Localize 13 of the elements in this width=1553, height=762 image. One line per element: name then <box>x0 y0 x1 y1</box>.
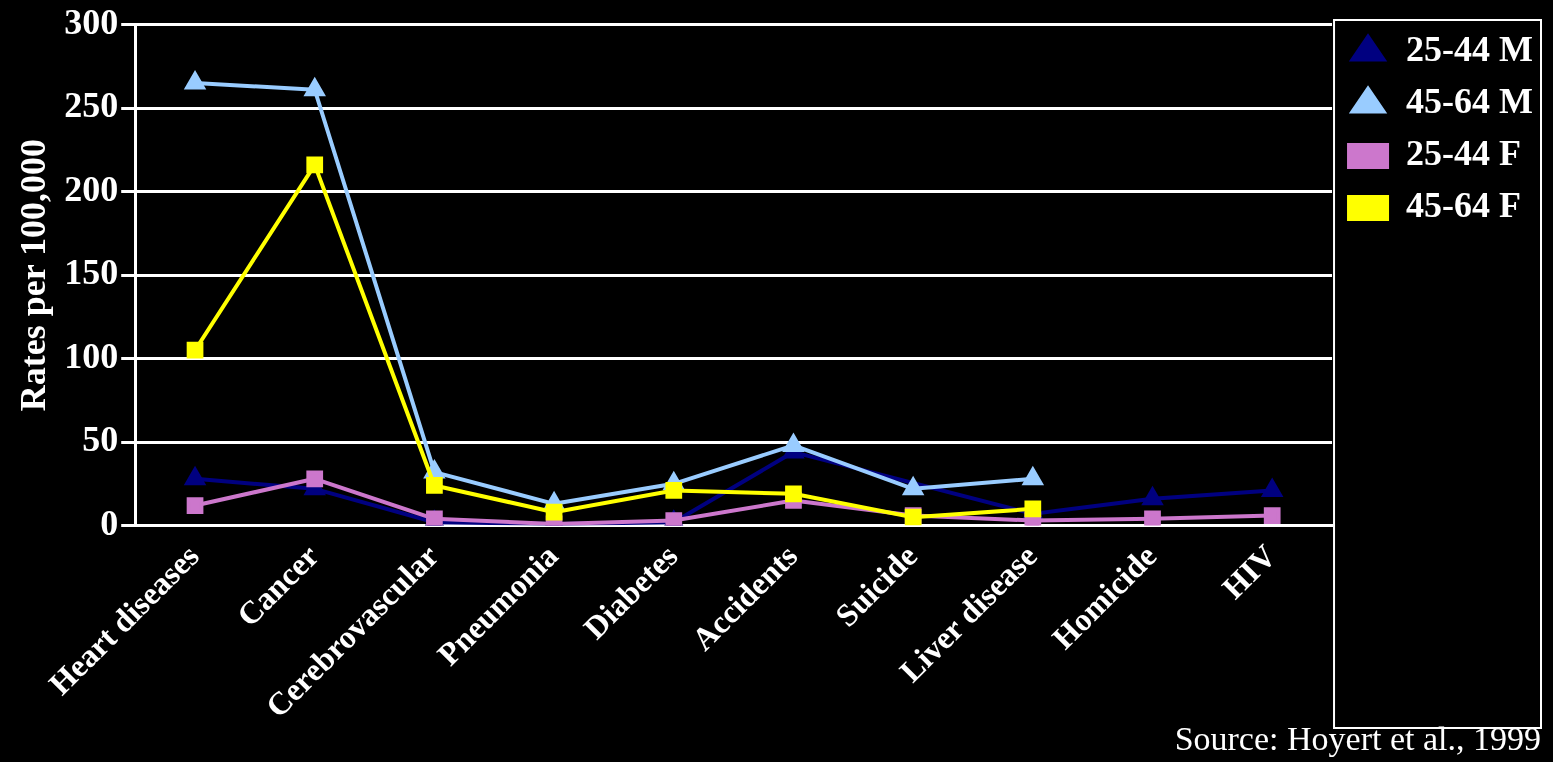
source-note: Source: Hoyert et al., 1999 <box>1174 720 1541 758</box>
y-tick-label: 50 <box>82 419 119 460</box>
y-tick-label: 250 <box>64 85 119 126</box>
y-tick-label: 0 <box>100 502 119 543</box>
y-tick-label: 100 <box>64 335 119 376</box>
legend-label: 45-64 M <box>1406 81 1533 122</box>
legend-label: 45-64 F <box>1406 185 1522 226</box>
y-axis-title: Rates per 100,000 <box>12 138 53 412</box>
y-tick-label: 300 <box>64 1 119 42</box>
legend-label: 25-44 F <box>1406 133 1522 174</box>
y-tick-label: 150 <box>64 252 119 293</box>
y-tick-label: 200 <box>64 168 119 209</box>
legend-label: 25-44 M <box>1406 29 1533 70</box>
